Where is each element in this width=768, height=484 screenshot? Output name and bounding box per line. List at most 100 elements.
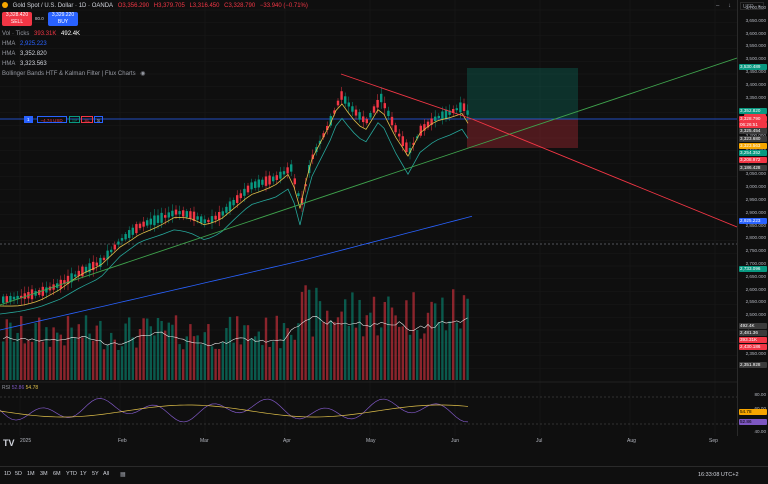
position-label[interactable]: 1 −4.74 USD TP SL S: [24, 116, 103, 123]
volume-bar: [196, 335, 199, 380]
volume-bar: [351, 292, 354, 380]
volume-bar: [59, 334, 62, 380]
candle: [12, 292, 16, 304]
rsi-legend[interactable]: RSI 52.86 54.78: [2, 385, 38, 391]
candle: [102, 255, 106, 263]
candle: [394, 122, 397, 135]
timeframe-button[interactable]: 6M: [53, 471, 61, 477]
buy-button[interactable]: 3,329.220 BUY: [48, 12, 78, 26]
candle: [257, 174, 260, 193]
date-axis[interactable]: 2025 Feb Mar Apr May Jun Jul Aug Sep: [0, 436, 737, 448]
timeframe-button[interactable]: All: [103, 471, 110, 477]
volume-bar: [16, 332, 19, 380]
timeframe-button[interactable]: 5D: [15, 471, 23, 477]
date-tick-label: Feb: [118, 438, 127, 444]
timeframe-button[interactable]: 5Y: [92, 471, 99, 477]
eye-icon[interactable]: ◉: [140, 71, 146, 77]
price-tag: 3,530.489: [739, 64, 767, 70]
volume-bar: [225, 328, 228, 380]
ohlc-close: C3,328.790: [224, 3, 256, 9]
price-tick-label: 3,600.000: [745, 30, 766, 36]
legend-hma-3[interactable]: HMA 3,323.563: [2, 60, 50, 69]
stop-loss-zone[interactable]: [467, 119, 578, 148]
price-tick-label: 2,600.000: [745, 286, 766, 292]
volume-bar: [426, 312, 430, 380]
volume-bar: [160, 320, 163, 380]
volume-bar: [153, 335, 156, 380]
price-axis[interactable]: 3,700.000 3,650.000 3,600.000 3,550.000 3,50…: [737, 0, 768, 436]
volume-bar: [261, 345, 264, 380]
candle: [142, 216, 145, 232]
vol-value-1: 393.31K: [34, 31, 57, 37]
candle: [304, 177, 307, 193]
volume-bar: [387, 296, 390, 380]
volume-bar: [41, 341, 44, 380]
currency-selector[interactable]: USD ▾: [740, 2, 764, 10]
tradingview-logo[interactable]: TV: [3, 438, 15, 448]
legend-volume[interactable]: Vol · Ticks 393.31K 492.4K: [2, 30, 83, 39]
volume-bar: [56, 332, 59, 380]
grid-lines: [0, 0, 737, 436]
legend-bollinger[interactable]: Bollinger Bands HTF & Kalman Filter | Fl…: [2, 70, 149, 79]
price-tag: 3,352.820: [739, 108, 767, 114]
currency-label: USD: [743, 4, 754, 10]
candle: [272, 173, 275, 185]
candle: [286, 162, 289, 179]
candle: [441, 106, 444, 125]
minimize-button[interactable]: –: [716, 3, 720, 9]
sl-button[interactable]: SL: [81, 116, 93, 123]
calendar-icon[interactable]: ▦: [120, 472, 126, 478]
volume-bar: [434, 303, 437, 380]
legend-hma-2[interactable]: HMA 3,352.820: [2, 50, 50, 59]
candle: [23, 286, 26, 306]
candle: [138, 221, 142, 231]
legend-hma-1[interactable]: HMA 2,925.223: [2, 40, 50, 49]
price-tick-label: 2,800.000: [745, 235, 766, 241]
volume-bar: [369, 312, 372, 380]
price-tick-label: 3,200.000: [746, 133, 766, 138]
price-tag: 492.4K: [739, 323, 767, 329]
candle: [92, 255, 95, 277]
price-tag: 2,481.36: [739, 330, 767, 336]
wedge-projection-line[interactable]: [471, 118, 737, 228]
price-tick-label: 2,550.000: [745, 299, 766, 305]
volume-bar: [131, 337, 134, 380]
sell-button[interactable]: 3,328.420 SELL: [2, 12, 32, 26]
price-tick-label: 3,000.000: [745, 184, 766, 190]
volume-bar: [84, 315, 88, 380]
volume-bar: [149, 326, 152, 380]
price-tick-label: 2,500.000: [745, 312, 766, 318]
arrow-down-icon[interactable]: ↓: [728, 3, 731, 9]
candlestick-series[interactable]: [2, 86, 469, 306]
candle: [336, 98, 340, 108]
chevron-down-icon: ▾: [757, 4, 761, 10]
ohlc-change: −33.940 (−0.71%): [259, 3, 308, 9]
volume-bar: [182, 349, 185, 380]
candle: [171, 204, 174, 223]
timeframe-button[interactable]: 3M: [40, 471, 48, 477]
timeframe-button[interactable]: 1M: [27, 471, 35, 477]
candle: [340, 86, 343, 105]
price-tick-label: 2,900.000: [745, 209, 766, 215]
candle: [254, 178, 257, 191]
tp-button[interactable]: TP: [68, 116, 81, 123]
wedge-upper-line[interactable]: [340, 73, 473, 120]
timeframe-button[interactable]: 1D: [4, 471, 12, 477]
timeframe-button[interactable]: 1Y: [80, 471, 87, 477]
volume-bar: [466, 298, 469, 380]
candle: [419, 123, 422, 138]
price-tick-label: 3,700.000: [745, 5, 766, 10]
volume-bar: [322, 322, 325, 380]
rising-trendline[interactable]: [0, 57, 737, 306]
chart-canvas[interactable]: [0, 0, 737, 436]
clock-display[interactable]: 16:33:08 UTC+2: [698, 472, 739, 478]
timeframe-button[interactable]: YTD: [66, 471, 77, 477]
close-position-button[interactable]: S: [93, 116, 103, 123]
volume-bar: [243, 325, 246, 380]
volume-bar: [88, 333, 91, 380]
volume-bar: [171, 324, 174, 380]
symbol-title[interactable]: Gold Spot / U.S. Dollar · 1D · OANDA: [12, 3, 114, 9]
volume-bar: [412, 292, 415, 380]
take-profit-zone[interactable]: [467, 68, 578, 119]
